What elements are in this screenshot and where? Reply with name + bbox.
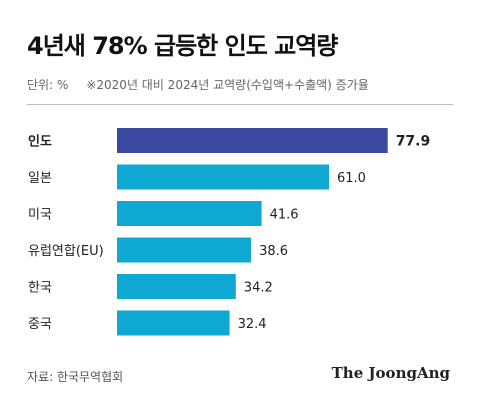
- bar: [117, 274, 236, 299]
- bar: [117, 237, 252, 263]
- source-text: 자료: 한국무역협회: [27, 370, 124, 384]
- category-label: 한국: [28, 281, 52, 296]
- publisher-logo: The JoongAng: [331, 364, 450, 382]
- value-label: 38.6: [259, 244, 288, 259]
- bar: [117, 310, 230, 336]
- value-label: 34.2: [244, 281, 273, 296]
- category-label: 인도: [28, 134, 52, 150]
- chart-note: ※2020년 대비 2024년 교역량(수입액+수출액) 증가율: [86, 78, 369, 92]
- chart-title: 4년새 78% 급등한 인도 교역량: [27, 32, 338, 60]
- value-label: 61.0: [337, 171, 366, 186]
- bar: [117, 128, 388, 153]
- category-label: 유럽연합(EU): [28, 244, 104, 259]
- unit-label: 단위: %: [27, 78, 69, 92]
- bar: [117, 201, 262, 226]
- value-label: 77.9: [396, 134, 431, 150]
- category-label: 중국: [28, 317, 52, 332]
- chart-subtitle: 단위: % ※2020년 대비 2024년 교역량(수입액+수출액) 증가율: [27, 76, 369, 93]
- divider-line: [27, 104, 453, 105]
- bar: [117, 164, 329, 190]
- value-label: 32.4: [238, 317, 267, 332]
- category-label: 미국: [28, 208, 52, 223]
- value-label: 41.6: [270, 208, 299, 223]
- category-label: 일본: [28, 171, 52, 186]
